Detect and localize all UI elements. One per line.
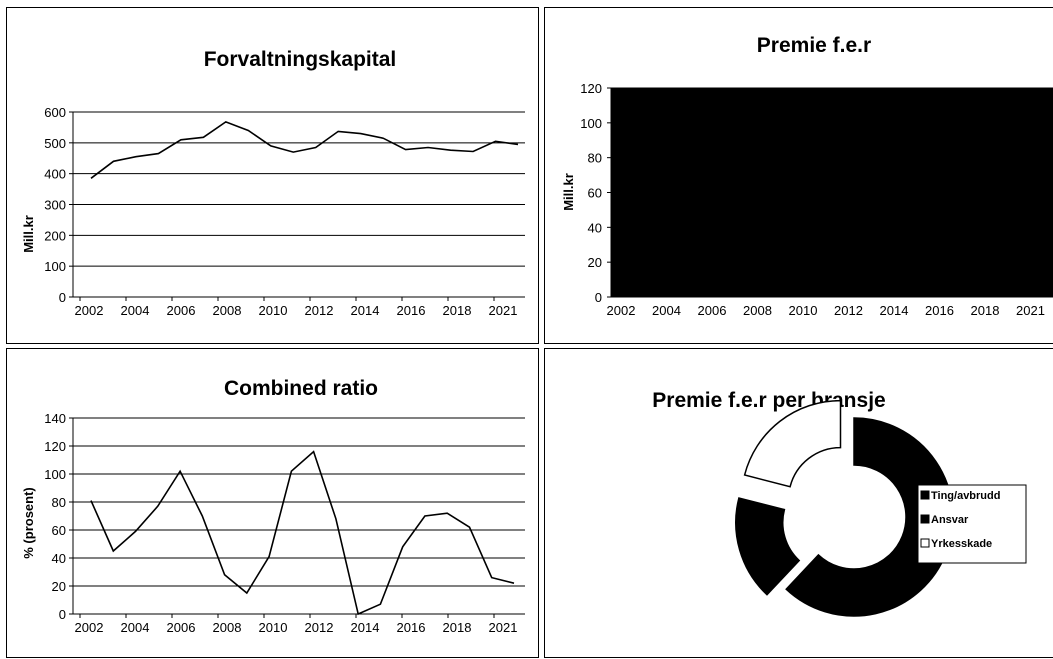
premie-chart: Premie f.e.r 0 20 40 60 80 100 120 2002 2004 2006 2…: [561, 34, 1053, 318]
y-tick-label: 120: [580, 81, 602, 96]
y-tick-label: 100: [580, 116, 602, 131]
y-axis-label: % (prosent): [21, 487, 36, 559]
pie-slice: [785, 417, 954, 617]
x-tick-label: 2016: [925, 303, 954, 318]
y-tick-label: 500: [44, 136, 66, 151]
legend-swatch: [920, 490, 930, 500]
chart-title: Combined ratio: [224, 377, 378, 400]
x-tick-label: 2018: [443, 620, 472, 635]
x-tick-label: 2012: [305, 620, 334, 635]
x-tick-label: 2008: [213, 303, 242, 318]
chart-panel-forvaltningskapital: Forvaltningskapital 0 100 200 300 400 500 600 20…: [6, 7, 539, 344]
chart-panel-premie: Premie f.e.r 0 20 40 60 80 100 120 2002 2004 2006 2…: [544, 7, 1053, 344]
legend-label: Yrkesskade: [931, 538, 992, 550]
pie-slice: [735, 497, 801, 596]
y-tick-label: 300: [44, 198, 66, 213]
y-tick-label: 60: [588, 186, 602, 201]
x-tick-label: 2014: [351, 303, 380, 318]
y-tick-label: 400: [44, 167, 66, 182]
chart-panel-premie-per-bransje: Premie f.e.r per bransje Ting/avbrudd Ansv…: [544, 348, 1053, 658]
x-tick-label: 2021: [489, 303, 518, 318]
x-tick-label: 2006: [167, 303, 196, 318]
x-tick-label: 2021: [1016, 303, 1045, 318]
combined-ratio-chart: Combined ratio 0 20 40 60 80 100 120 140 2002 2004…: [21, 377, 525, 635]
y-tick-label: 600: [44, 105, 66, 120]
y-tick-label: 200: [44, 228, 66, 243]
x-tick-label: 2010: [259, 303, 288, 318]
x-tick-label: 2012: [305, 303, 334, 318]
y-tick-label: 0: [59, 607, 66, 622]
series-line: [90, 121, 519, 179]
x-tick-label: 2004: [121, 620, 150, 635]
legend-swatch: [920, 538, 930, 548]
x-tick-label: 2018: [443, 303, 472, 318]
forvaltningskapital-chart: Forvaltningskapital 0 100 200 300 400 500 600 20…: [21, 48, 525, 318]
y-tick-label: 100: [44, 259, 66, 274]
chart-title: Premie f.e.r per bransje: [652, 389, 885, 412]
pie-slice: [743, 399, 842, 488]
y-tick-label: 100: [44, 467, 66, 482]
x-tick-label: 2021: [489, 620, 518, 635]
y-tick-label: 0: [59, 290, 66, 305]
series-area: [610, 87, 1053, 298]
y-axis-label: Mill.kr: [561, 173, 576, 211]
legend-label: Ansvar: [931, 514, 969, 526]
chart-title: Forvaltningskapital: [204, 48, 397, 71]
premie-per-bransje-chart: Premie f.e.r per bransje Ting/avbrudd Ansv…: [652, 389, 1027, 617]
y-tick-label: 40: [52, 551, 66, 566]
y-tick-label: 40: [588, 220, 602, 235]
x-tick-label: 2002: [75, 303, 104, 318]
x-tick-label: 2018: [971, 303, 1000, 318]
y-tick-label: 60: [52, 523, 66, 538]
x-tick-label: 2008: [743, 303, 772, 318]
x-tick-label: 2014: [351, 620, 380, 635]
y-tick-label: 20: [52, 579, 66, 594]
x-tick-label: 2002: [607, 303, 636, 318]
x-tick-label: 2006: [167, 620, 196, 635]
y-tick-label: 140: [44, 411, 66, 426]
x-tick-label: 2014: [880, 303, 909, 318]
x-tick-label: 2004: [121, 303, 150, 318]
y-tick-label: 80: [588, 151, 602, 166]
x-tick-label: 2002: [75, 620, 104, 635]
x-tick-label: 2004: [652, 303, 681, 318]
x-tick-label: 2016: [397, 620, 426, 635]
x-tick-label: 2008: [213, 620, 242, 635]
y-tick-label: 0: [595, 290, 602, 305]
x-tick-label: 2010: [259, 620, 288, 635]
legend-box: [917, 484, 1027, 564]
y-tick-label: 120: [44, 439, 66, 454]
y-tick-label: 80: [52, 495, 66, 510]
chart-title: Premie f.e.r: [757, 34, 871, 57]
series-line: [90, 450, 515, 616]
y-axis-label: Mill.kr: [21, 215, 36, 253]
x-tick-label: 2006: [698, 303, 727, 318]
x-tick-label: 2016: [397, 303, 426, 318]
legend-swatch: [920, 514, 930, 524]
x-tick-label: 2010: [789, 303, 818, 318]
chart-panel-combined-ratio: Combined ratio 0 20 40 60 80 100 120 140 2002 2004…: [6, 348, 539, 658]
y-tick-label: 20: [588, 255, 602, 270]
legend-label: Ting/avbrudd: [931, 490, 1000, 502]
x-tick-label: 2012: [834, 303, 863, 318]
